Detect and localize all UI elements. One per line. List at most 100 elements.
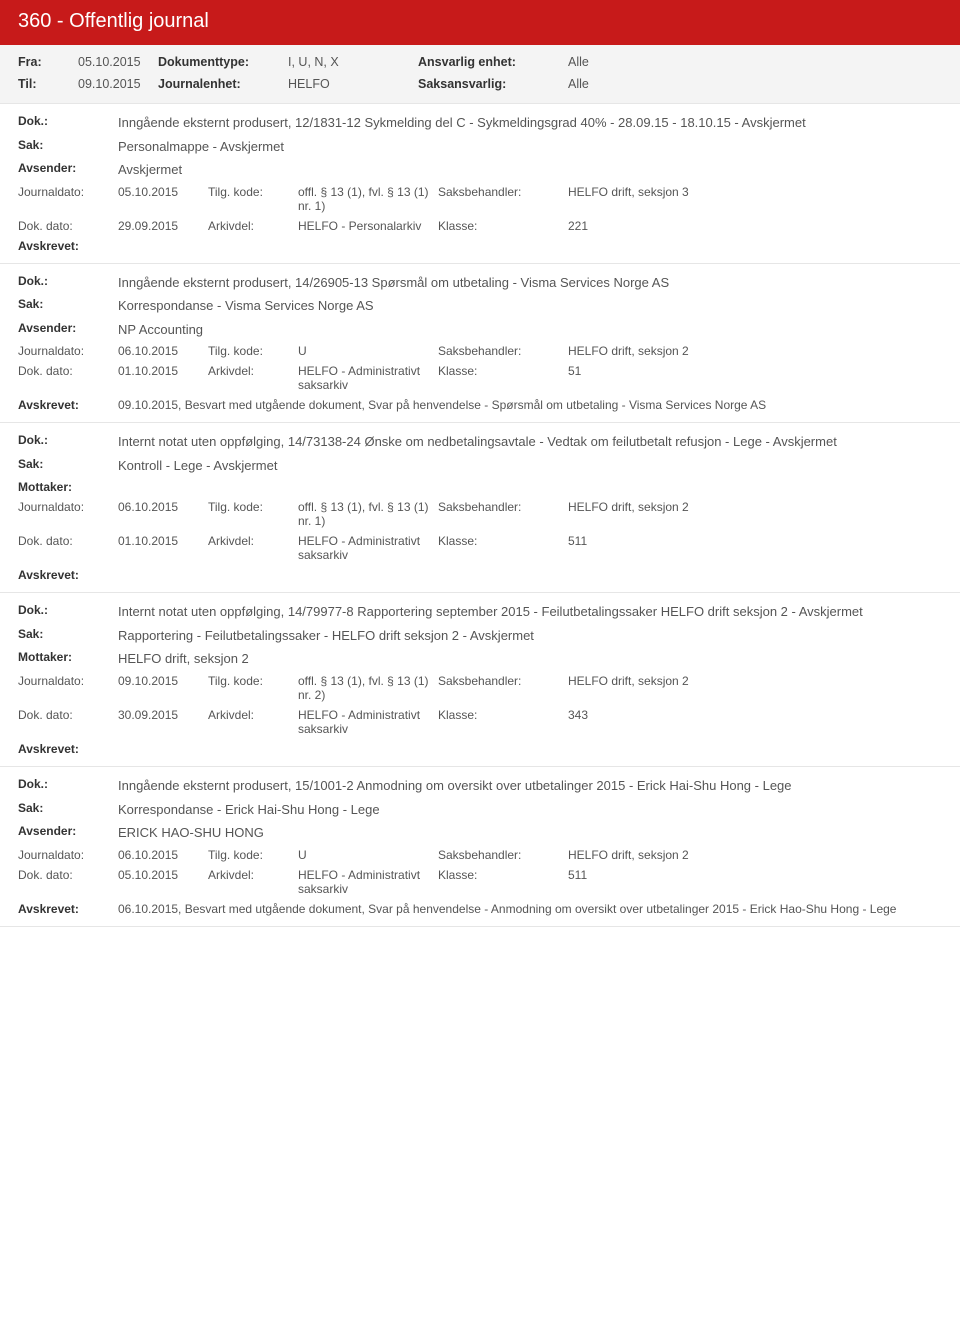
tilgkode-value: U — [298, 344, 438, 358]
filter-doktype-value: I, U, N, X — [288, 55, 418, 69]
journaldato-label: Journaldato: — [18, 500, 118, 514]
arkivdel-value: HELFO - Administrativt saksarkiv — [298, 868, 438, 896]
sak-value: Korrespondanse - Erick Hai-Shu Hong - Le… — [118, 801, 942, 819]
dok-value: Internt notat uten oppfølging, 14/73138-… — [118, 433, 942, 451]
journaldato-value: 06.10.2015 — [118, 848, 208, 862]
journaldato-value: 06.10.2015 — [118, 344, 208, 358]
filter-ansvarlig-value: Alle — [568, 55, 688, 69]
journaldato-label: Journaldato: — [18, 674, 118, 688]
dokdato-label: Dok. dato: — [18, 708, 118, 722]
avskrevet-label: Avskrevet: — [18, 568, 118, 582]
sak-label: Sak: — [18, 138, 118, 152]
klasse-label: Klasse: — [438, 708, 568, 722]
klasse-value: 221 — [568, 219, 942, 233]
tilgkode-label: Tilg. kode: — [208, 344, 298, 358]
tilgkode-value: offl. § 13 (1), fvl. § 13 (1) nr. 1) — [298, 500, 438, 528]
party-label: Avsender: — [18, 321, 118, 335]
arkivdel-value: HELFO - Administrativt saksarkiv — [298, 534, 438, 562]
tilgkode-label: Tilg. kode: — [208, 674, 298, 688]
sak-value: Korrespondanse - Visma Services Norge AS — [118, 297, 942, 315]
journal-entry: Dok.: Inngående eksternt produsert, 15/1… — [0, 767, 960, 927]
arkivdel-label: Arkivdel: — [208, 219, 298, 233]
klasse-label: Klasse: — [438, 364, 568, 378]
avskrevet-label: Avskrevet: — [18, 398, 118, 412]
avskrevet-label: Avskrevet: — [18, 239, 118, 253]
tilgkode-label: Tilg. kode: — [208, 185, 298, 199]
journal-entry: Dok.: Inngående eksternt produsert, 12/1… — [0, 104, 960, 264]
saksbehandler-value: HELFO drift, seksjon 2 — [568, 848, 942, 862]
tilgkode-value: offl. § 13 (1), fvl. § 13 (1) nr. 1) — [298, 185, 438, 213]
dokdato-value: 29.09.2015 — [118, 219, 208, 233]
tilgkode-value: U — [298, 848, 438, 862]
page-title: 360 - Offentlig journal — [18, 10, 209, 32]
saksbehandler-value: HELFO drift, seksjon 2 — [568, 500, 942, 514]
dokdato-value: 05.10.2015 — [118, 868, 208, 882]
klasse-label: Klasse: — [438, 868, 568, 882]
party-value: HELFO drift, seksjon 2 — [118, 650, 942, 668]
journal-entry: Dok.: Internt notat uten oppfølging, 14/… — [0, 593, 960, 767]
party-value: ERICK HAO-SHU HONG — [118, 824, 942, 842]
sak-label: Sak: — [18, 457, 118, 471]
dok-value: Inngående eksternt produsert, 15/1001-2 … — [118, 777, 942, 795]
filter-doktype-label: Dokumenttype: — [158, 55, 288, 69]
arkivdel-value: HELFO - Administrativt saksarkiv — [298, 708, 438, 736]
dokdato-value: 01.10.2015 — [118, 364, 208, 378]
filter-ansvarlig-label: Ansvarlig enhet: — [418, 55, 568, 69]
dok-label: Dok.: — [18, 777, 118, 791]
arkivdel-value: HELFO - Personalarkiv — [298, 219, 438, 233]
tilgkode-label: Tilg. kode: — [208, 500, 298, 514]
page-header: 360 - Offentlig journal — [0, 0, 960, 45]
klasse-value: 511 — [568, 534, 942, 548]
filter-journalenhet-label: Journalenhet: — [158, 77, 288, 91]
dok-value: Internt notat uten oppfølging, 14/79977-… — [118, 603, 942, 621]
sak-value: Kontroll - Lege - Avskjermet — [118, 457, 942, 475]
party-label: Avsender: — [18, 824, 118, 838]
dokdato-label: Dok. dato: — [18, 868, 118, 882]
journaldato-value: 09.10.2015 — [118, 674, 208, 688]
party-label: Mottaker: — [18, 480, 118, 494]
dok-value: Inngående eksternt produsert, 14/26905-1… — [118, 274, 942, 292]
journaldato-value: 06.10.2015 — [118, 500, 208, 514]
filter-fra-value: 05.10.2015 — [78, 55, 158, 69]
journal-entry: Dok.: Internt notat uten oppfølging, 14/… — [0, 423, 960, 593]
dok-label: Dok.: — [18, 114, 118, 128]
sak-value: Personalmappe - Avskjermet — [118, 138, 942, 156]
filter-saksansvarlig-label: Saksansvarlig: — [418, 77, 568, 91]
tilgkode-value: offl. § 13 (1), fvl. § 13 (1) nr. 2) — [298, 674, 438, 702]
avskrevet-value: 06.10.2015, Besvart med utgående dokumen… — [118, 902, 942, 916]
filter-saksansvarlig-value: Alle — [568, 77, 688, 91]
party-label: Avsender: — [18, 161, 118, 175]
dokdato-label: Dok. dato: — [18, 534, 118, 548]
arkivdel-label: Arkivdel: — [208, 364, 298, 378]
party-value: Avskjermet — [118, 161, 942, 179]
saksbehandler-label: Saksbehandler: — [438, 185, 568, 199]
sak-label: Sak: — [18, 297, 118, 311]
filter-bar: Fra: 05.10.2015 Dokumenttype: I, U, N, X… — [0, 45, 960, 104]
saksbehandler-label: Saksbehandler: — [438, 344, 568, 358]
sak-value: Rapportering - Feilutbetalingssaker - HE… — [118, 627, 942, 645]
saksbehandler-value: HELFO drift, seksjon 2 — [568, 344, 942, 358]
arkivdel-label: Arkivdel: — [208, 708, 298, 722]
party-value: NP Accounting — [118, 321, 942, 339]
tilgkode-label: Tilg. kode: — [208, 848, 298, 862]
klasse-label: Klasse: — [438, 534, 568, 548]
arkivdel-value: HELFO - Administrativt saksarkiv — [298, 364, 438, 392]
journaldato-label: Journaldato: — [18, 344, 118, 358]
filter-til-value: 09.10.2015 — [78, 77, 158, 91]
journal-entry: Dok.: Inngående eksternt produsert, 14/2… — [0, 264, 960, 424]
dok-value: Inngående eksternt produsert, 12/1831-12… — [118, 114, 942, 132]
filter-journalenhet-value: HELFO — [288, 77, 418, 91]
sak-label: Sak: — [18, 801, 118, 815]
arkivdel-label: Arkivdel: — [208, 868, 298, 882]
saksbehandler-label: Saksbehandler: — [438, 500, 568, 514]
dok-label: Dok.: — [18, 603, 118, 617]
saksbehandler-label: Saksbehandler: — [438, 674, 568, 688]
avskrevet-label: Avskrevet: — [18, 902, 118, 916]
dokdato-label: Dok. dato: — [18, 219, 118, 233]
saksbehandler-label: Saksbehandler: — [438, 848, 568, 862]
journaldato-label: Journaldato: — [18, 185, 118, 199]
journaldato-label: Journaldato: — [18, 848, 118, 862]
dok-label: Dok.: — [18, 274, 118, 288]
saksbehandler-value: HELFO drift, seksjon 3 — [568, 185, 942, 199]
klasse-value: 51 — [568, 364, 942, 378]
